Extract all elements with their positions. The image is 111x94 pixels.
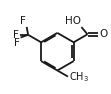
Text: CH$_3$: CH$_3$ — [69, 70, 89, 83]
Text: HO: HO — [65, 16, 81, 26]
Text: O: O — [99, 29, 107, 39]
Text: F: F — [20, 16, 26, 26]
Text: F: F — [13, 30, 19, 40]
Text: F: F — [14, 38, 20, 48]
